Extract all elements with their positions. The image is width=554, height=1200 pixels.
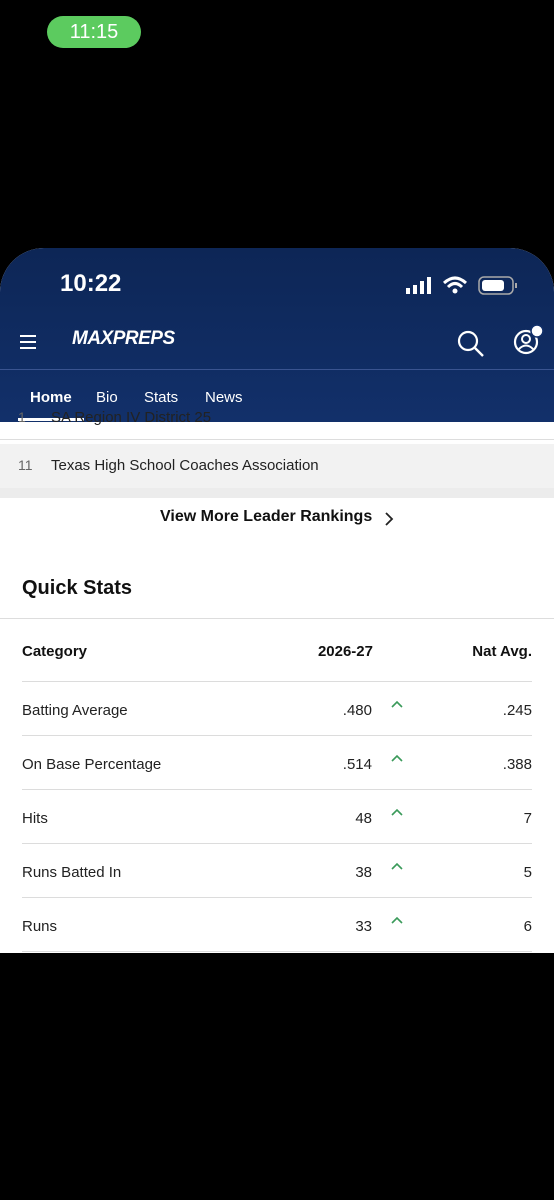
tab[interactable]: Home [30,389,72,406]
divider [22,735,532,736]
table-cell: .514 [342,756,372,773]
rank-number: 11 [18,457,33,473]
logo[interactable]: MAXPREPS [72,328,175,349]
chevron-icon [385,512,394,526]
trend-up-icon [391,862,403,870]
divider [22,897,532,898]
table-cell: 33 [355,918,372,935]
tab[interactable]: Stats [144,389,179,406]
section-title: Quick Stats [22,577,133,599]
table-cell: .480 [342,702,372,719]
rank-name: Texas High School Coaches Association [51,457,319,474]
divider [0,439,554,440]
outer-status-time: 11:15 [47,16,141,48]
table-cell: 7 [523,810,532,827]
table-cell: Batting Average [22,702,128,719]
trend-up-icon [391,916,403,924]
status-icons [406,276,517,295]
table-cell: 5 [523,864,532,881]
table-cell: Runs Batted In [22,864,122,881]
trend-up-icon [391,808,403,816]
table-cell: .388 [502,756,532,773]
tab[interactable]: Bio [96,389,118,406]
ranking-row: 11 Texas High School Coaches Association [0,444,554,488]
divider [0,618,554,619]
tab[interactable]: News [205,389,243,406]
column-header: Nat Avg. [472,643,532,660]
status-time: 10:22 [60,270,122,297]
table-cell: Hits [22,810,48,827]
section-gap [0,488,554,498]
profile-icon[interactable] [512,322,548,358]
table-cell: 6 [523,918,532,935]
divider [0,369,554,370]
nav-header: 10:22 MAXPREPS Home Bio Stats News [0,248,554,422]
menu-icon[interactable] [20,334,38,350]
table-cell: Runs [22,918,58,935]
tab-underline [18,418,84,421]
more-link[interactable]: View More Leader Rankings [160,508,373,525]
trend-up-icon [391,754,403,762]
rank-number: 1 [18,409,26,425]
table-cell: On Base Percentage [22,756,162,773]
divider [22,681,532,682]
divider [22,843,532,844]
table-cell: 38 [355,864,372,881]
column-header: 2026-27 [317,643,373,660]
divider [22,951,532,952]
divider [22,789,532,790]
phone-screen: 10:22 MAXPREPS Home Bio Stats News Quick St… [0,248,554,953]
rank-name: SA Region IV District 25 [51,409,212,426]
trend-up-icon [391,700,403,708]
table-cell: 48 [355,810,372,827]
search-icon[interactable] [457,330,485,358]
table-cell: .245 [502,702,532,719]
column-header: Category [22,643,88,660]
ranking-row: 1 SA Region IV District 25 [0,396,554,440]
